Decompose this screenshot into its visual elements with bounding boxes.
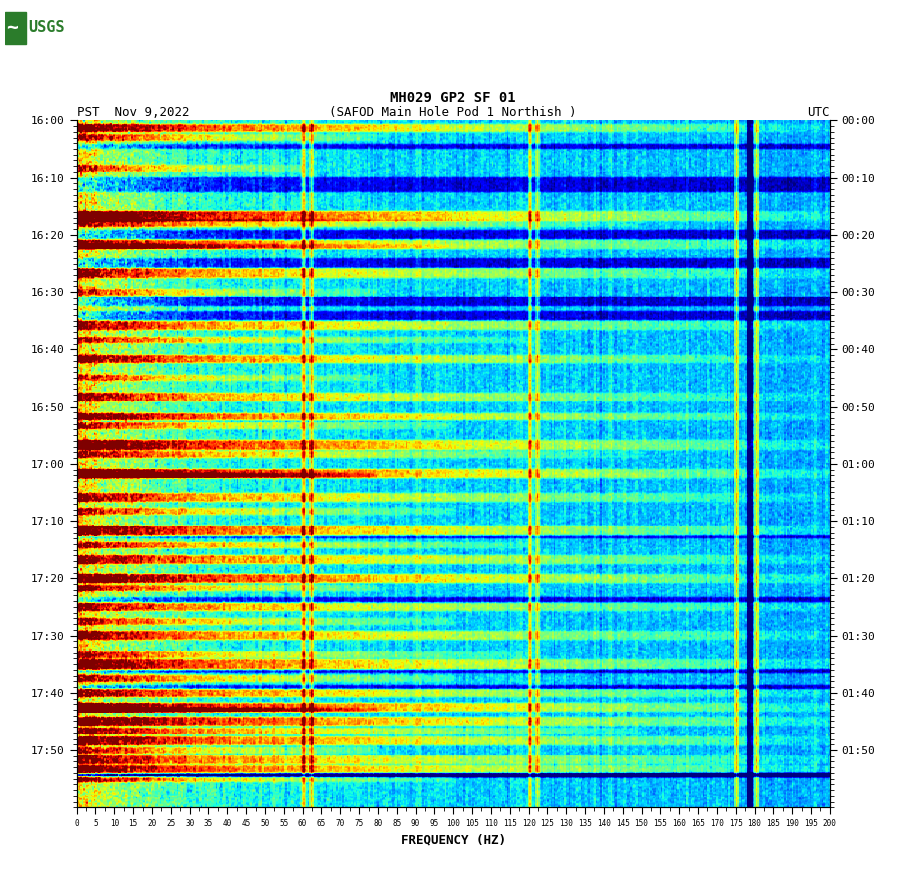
Text: MH029 GP2 SF 01: MH029 GP2 SF 01: [390, 91, 516, 105]
Text: PST  Nov 9,2022: PST Nov 9,2022: [77, 105, 189, 119]
Text: UTC: UTC: [807, 105, 830, 119]
Text: ~: ~: [6, 18, 18, 37]
Text: USGS: USGS: [28, 21, 65, 35]
X-axis label: FREQUENCY (HZ): FREQUENCY (HZ): [400, 834, 506, 847]
Text: (SAFOD Main Hole Pod 1 Northish ): (SAFOD Main Hole Pod 1 Northish ): [329, 105, 576, 119]
Bar: [5, 12, 26, 44]
